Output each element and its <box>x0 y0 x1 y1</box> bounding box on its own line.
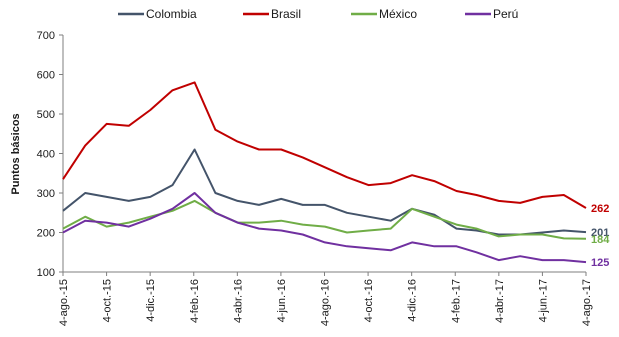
end-label-peru: 125 <box>591 257 609 269</box>
x-tick-label: 4-jun.-17 <box>537 279 549 322</box>
y-tick-label: 700 <box>37 30 55 42</box>
series-line-peru <box>62 192 587 264</box>
x-tick-label: 4-abr.-16 <box>232 279 244 323</box>
legend: Colombia Brasil México Perú <box>118 7 518 21</box>
legend-label-colombia: Colombia <box>146 7 197 21</box>
series-line-brasil <box>62 81 587 209</box>
end-labels: 201 262 184 125 <box>591 203 610 269</box>
x-tick-label: 4-feb.-16 <box>189 279 201 323</box>
x-tick-label: 4-ago.-16 <box>320 279 332 326</box>
x-tick-label: 4-feb.-17 <box>450 279 462 323</box>
series-line-colombia <box>62 148 587 236</box>
y-axis: 100 200 300 400 500 600 700 <box>37 30 64 279</box>
x-tick-label: 4-oct.-15 <box>102 279 114 322</box>
legend-label-peru: Perú <box>493 7 518 21</box>
legend-label-mexico: México <box>379 7 417 21</box>
y-axis-title: Puntos básicos <box>10 113 22 194</box>
x-axis: 4-ago.-15 4-oct.-15 4-dic.-15 4-feb.-16 4-ab… <box>58 271 593 326</box>
x-tick-label: 4-jun.-16 <box>276 279 288 322</box>
x-tick-label: 4-ago.-15 <box>58 279 70 326</box>
y-tick-label: 400 <box>37 149 55 161</box>
x-tick-label: 4-ago.-17 <box>581 279 593 326</box>
end-label-colombia: 201 <box>591 227 609 239</box>
y-tick-label: 600 <box>37 70 55 82</box>
x-tick-label: 4-abr.-17 <box>494 279 506 323</box>
series-layer <box>62 81 587 264</box>
x-tick-label: 4-dic.-16 <box>407 279 419 322</box>
y-tick-label: 200 <box>37 228 55 240</box>
legend-label-brasil: Brasil <box>271 7 301 21</box>
series-line-mexico <box>62 199 587 240</box>
x-tick-label: 4-oct.-16 <box>363 279 375 322</box>
y-tick-label: 100 <box>37 267 55 279</box>
y-tick-label: 500 <box>37 109 55 121</box>
end-label-brasil: 262 <box>591 203 609 215</box>
y-tick-label: 300 <box>37 188 55 200</box>
end-label-mexico: 184 <box>591 234 610 246</box>
x-tick-label: 4-dic.-15 <box>145 279 157 322</box>
